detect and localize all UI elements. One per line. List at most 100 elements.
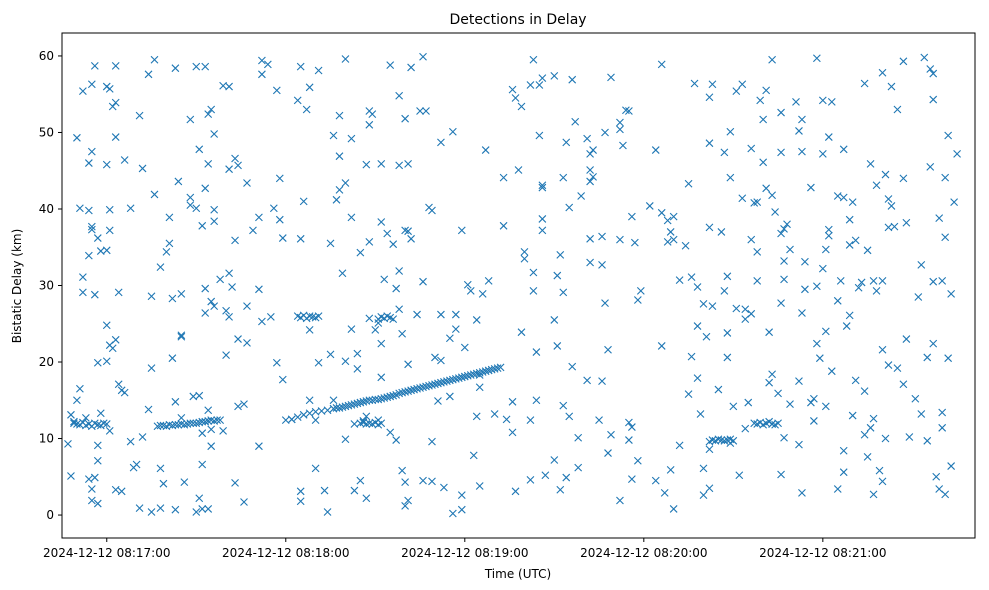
data-point — [723, 329, 732, 337]
data-point — [604, 345, 612, 354]
data-point — [457, 491, 466, 500]
data-point — [481, 146, 490, 154]
data-point — [556, 251, 565, 259]
data-point — [177, 332, 186, 341]
data-point — [296, 487, 305, 496]
data-point — [765, 328, 774, 337]
data-point — [941, 233, 950, 242]
data-point — [848, 198, 857, 206]
data-point — [741, 424, 750, 433]
data-point — [768, 420, 776, 428]
data-point — [714, 435, 723, 444]
data-point — [213, 416, 222, 425]
data-point — [616, 235, 624, 244]
data-point — [818, 150, 827, 158]
data-point — [386, 392, 395, 401]
data-point — [457, 373, 466, 382]
data-point — [657, 208, 666, 217]
data-point — [651, 146, 660, 154]
data-point — [445, 392, 454, 401]
data-point — [484, 277, 493, 285]
data-point — [99, 419, 108, 428]
data-point — [338, 403, 347, 412]
data-point — [407, 386, 415, 395]
data-point — [234, 161, 242, 170]
data-point — [669, 505, 678, 513]
data-point — [508, 85, 517, 94]
data-point — [147, 508, 156, 516]
data-point — [666, 228, 675, 236]
x-tick-label: 2024-12-12 08:18:00 — [222, 546, 349, 560]
data-point — [723, 353, 732, 362]
data-point — [428, 381, 436, 389]
data-point — [258, 56, 266, 65]
data-point — [625, 436, 633, 444]
data-point — [255, 213, 263, 222]
data-point — [386, 61, 395, 70]
data-point — [165, 213, 174, 222]
data-point — [687, 273, 696, 281]
data-point — [878, 277, 887, 285]
data-point — [108, 102, 117, 111]
data-point — [87, 225, 96, 234]
data-point — [535, 81, 544, 89]
data-point — [705, 484, 714, 493]
data-point — [413, 384, 421, 393]
data-point — [553, 342, 562, 350]
data-point — [132, 460, 141, 469]
data-point — [102, 357, 111, 366]
data-point — [884, 195, 893, 203]
data-point — [198, 429, 207, 438]
data-point — [255, 442, 263, 451]
data-point — [663, 216, 672, 225]
data-point — [938, 277, 947, 285]
data-point — [114, 380, 123, 389]
data-point — [932, 472, 941, 481]
data-point — [407, 63, 415, 72]
data-point — [526, 475, 535, 484]
data-point — [941, 173, 950, 182]
data-point — [475, 368, 484, 377]
data-point — [893, 364, 902, 373]
data-point — [398, 388, 407, 397]
data-point — [437, 356, 445, 365]
data-point — [798, 488, 806, 497]
data-point — [371, 325, 380, 334]
data-point — [625, 107, 633, 115]
data-point — [839, 145, 848, 154]
data-point — [947, 290, 956, 298]
data-point — [878, 68, 887, 77]
data-point — [350, 400, 359, 408]
data-point — [347, 213, 356, 222]
data-point — [335, 111, 344, 120]
data-point — [807, 398, 815, 407]
data-point — [335, 185, 344, 194]
data-point — [326, 350, 335, 359]
data-point — [726, 173, 735, 182]
x-tick-label: 2024-12-12 08:19:00 — [401, 546, 528, 560]
data-point — [210, 302, 219, 311]
chart-title: Detections in Delay — [449, 12, 586, 28]
data-point — [616, 118, 624, 127]
data-point — [520, 254, 529, 263]
data-point — [732, 304, 741, 313]
data-point — [210, 217, 219, 226]
data-point — [165, 239, 174, 248]
data-point — [693, 374, 702, 382]
data-point — [559, 401, 568, 410]
data-point — [293, 96, 302, 105]
data-point — [138, 433, 147, 441]
data-point — [583, 376, 592, 385]
data-point — [699, 464, 708, 473]
data-point — [186, 115, 195, 124]
data-point — [204, 159, 213, 168]
data-point — [240, 400, 248, 408]
data-point — [812, 282, 821, 291]
data-point — [899, 380, 908, 389]
data-point — [102, 420, 111, 428]
data-point — [818, 96, 827, 105]
data-point — [90, 473, 99, 482]
data-point — [589, 172, 597, 181]
data-point — [156, 263, 165, 272]
data-point — [768, 370, 776, 379]
